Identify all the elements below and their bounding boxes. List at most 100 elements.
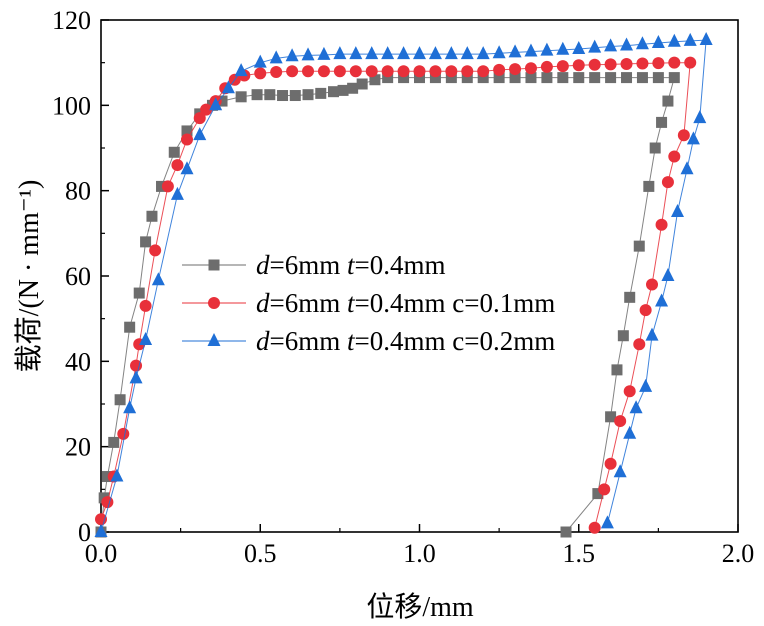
data-point xyxy=(117,427,130,440)
data-point xyxy=(684,56,697,69)
data-point xyxy=(123,400,137,414)
data-point xyxy=(333,46,347,60)
data-point xyxy=(130,359,143,372)
data-point xyxy=(397,46,411,60)
legend-label: d=6mm t=0.4mm xyxy=(256,250,445,280)
data-point xyxy=(677,129,690,142)
data-point xyxy=(572,59,585,72)
data-point xyxy=(668,72,680,84)
data-point xyxy=(635,36,649,50)
legend-label-part: =6mm xyxy=(270,288,347,318)
data-point xyxy=(317,65,330,78)
data-point xyxy=(589,72,601,84)
data-point xyxy=(277,90,289,102)
data-point xyxy=(588,521,601,534)
data-point xyxy=(661,267,675,281)
data-point xyxy=(670,203,684,217)
data-point xyxy=(365,65,378,78)
data-point xyxy=(397,65,410,78)
data-point xyxy=(414,72,425,84)
series-layer xyxy=(94,31,713,538)
data-point xyxy=(643,180,655,192)
data-point xyxy=(605,72,617,84)
data-point xyxy=(477,65,490,78)
data-point xyxy=(614,415,627,428)
data-point xyxy=(286,65,299,78)
data-point xyxy=(251,89,263,101)
data-point xyxy=(170,186,184,200)
y-tick-label: 60 xyxy=(65,262,91,291)
legend-label-part: =0.4mm xyxy=(355,250,446,280)
data-point xyxy=(633,338,646,351)
data-point xyxy=(573,72,585,84)
data-point xyxy=(668,56,681,69)
data-point xyxy=(624,291,636,303)
legend-label-part: =6mm xyxy=(270,250,347,280)
data-point xyxy=(110,468,124,482)
data-point xyxy=(556,60,569,73)
data-point xyxy=(588,58,601,71)
data-point xyxy=(365,46,379,60)
data-point xyxy=(639,378,653,392)
data-point xyxy=(686,131,700,145)
x-tick-label: 1.0 xyxy=(403,539,436,568)
data-point xyxy=(667,33,681,47)
series-line xyxy=(100,39,707,533)
data-point xyxy=(560,526,572,538)
data-point xyxy=(429,65,442,78)
data-point xyxy=(444,46,458,60)
data-point xyxy=(161,180,174,193)
data-point xyxy=(94,523,108,537)
y-tick-label: 20 xyxy=(65,433,91,462)
data-point xyxy=(269,50,283,64)
data-point xyxy=(652,57,665,70)
data-point xyxy=(193,112,206,125)
data-point xyxy=(604,58,617,71)
legend-item: d=6mm t=0.4mm c=0.1mm xyxy=(182,288,555,318)
data-point xyxy=(349,46,363,60)
data-point xyxy=(381,65,394,78)
data-point xyxy=(636,57,649,70)
y-tick-label: 120 xyxy=(52,6,91,35)
data-point xyxy=(133,287,145,299)
data-point xyxy=(328,86,340,98)
data-point xyxy=(428,46,442,60)
data-point xyxy=(508,44,522,58)
legend-label-part: d xyxy=(256,250,270,280)
data-point xyxy=(620,57,633,70)
data-point xyxy=(645,327,659,341)
legend-label-part: t xyxy=(347,288,356,318)
data-point xyxy=(461,65,474,78)
data-point xyxy=(649,142,661,154)
data-point xyxy=(95,513,107,526)
legend-label-part: t xyxy=(347,250,356,280)
data-point xyxy=(146,210,158,222)
legend-label-part: =6mm xyxy=(270,326,347,356)
data-point xyxy=(611,364,623,376)
data-point xyxy=(181,125,193,137)
data-point xyxy=(302,89,314,101)
data-point xyxy=(556,41,570,55)
data-point xyxy=(592,488,604,500)
legend-label: d=6mm t=0.4mm c=0.2mm xyxy=(256,326,555,356)
data-point xyxy=(254,67,267,80)
y-axis-label: 载荷/(N · mm⁻¹) xyxy=(13,180,45,373)
series-triangle xyxy=(94,31,713,537)
data-point xyxy=(382,72,394,84)
x-axis-label: 位移/mm xyxy=(366,591,474,623)
data-point xyxy=(124,321,136,333)
data-point xyxy=(477,72,489,84)
data-point xyxy=(168,146,180,158)
data-point xyxy=(540,60,553,73)
data-point xyxy=(557,72,569,84)
data-point xyxy=(668,150,681,163)
data-point xyxy=(493,63,506,76)
data-point xyxy=(655,218,668,231)
y-tick-label: 40 xyxy=(65,347,91,376)
data-point xyxy=(445,72,457,84)
data-point xyxy=(493,72,505,84)
data-point xyxy=(209,97,223,111)
legend-label-part: =0.4mm c=0.1mm xyxy=(355,288,556,318)
data-point xyxy=(492,45,506,59)
